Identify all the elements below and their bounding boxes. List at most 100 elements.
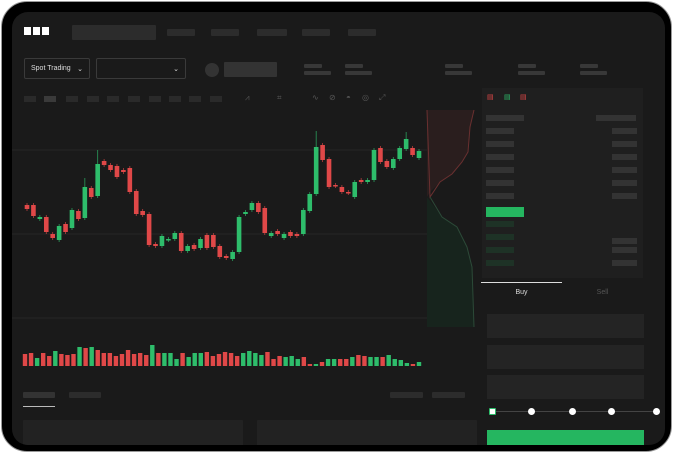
candle-body: [121, 170, 126, 172]
view-asks-icon[interactable]: ▤: [520, 94, 527, 101]
timeframe-button[interactable]: [66, 96, 78, 102]
candle-body: [243, 212, 248, 214]
logo-block: [42, 27, 49, 35]
candle-body: [198, 239, 203, 248]
pair-select[interactable]: ⌄: [96, 58, 186, 79]
view-bids-icon[interactable]: ▤: [504, 94, 511, 101]
fullscreen-icon[interactable]: ⤢: [379, 93, 386, 102]
nav-item[interactable]: [302, 29, 330, 36]
nav-item[interactable]: [348, 29, 376, 36]
volume-bar: [131, 354, 137, 366]
candle-body: [256, 203, 261, 212]
volume-bar: [374, 357, 379, 366]
volume-bar: [28, 353, 34, 366]
depth-bids-line: [429, 196, 475, 328]
buy-button[interactable]: [487, 430, 644, 445]
ask-amount: [612, 193, 637, 199]
nav-item[interactable]: [257, 29, 287, 36]
candle-body: [262, 208, 268, 233]
trade-tabs: Buy Sell: [481, 282, 643, 302]
amount-slider[interactable]: [489, 408, 660, 415]
active-tab-indicator: [481, 282, 562, 283]
amount-input[interactable]: [487, 345, 644, 369]
volume-bar: [325, 359, 331, 366]
slider-step[interactable]: [653, 408, 660, 415]
timeframe-button[interactable]: [189, 96, 201, 102]
ask-price: [486, 167, 514, 173]
tab-open-orders[interactable]: [23, 392, 55, 398]
candle-body: [288, 232, 293, 236]
candle-body: [230, 252, 235, 259]
filter-button[interactable]: [432, 392, 465, 398]
timeframe-button[interactable]: [24, 96, 36, 102]
candle-body: [403, 139, 409, 149]
candle-body: [236, 217, 242, 252]
bid-price: [486, 221, 514, 227]
timeframe-button[interactable]: [149, 96, 161, 102]
candle-body: [50, 234, 56, 238]
okx-logo[interactable]: [24, 27, 49, 35]
volume-bar: [198, 353, 203, 366]
view-both-icon[interactable]: ▤: [487, 94, 494, 101]
timeframe-button[interactable]: [44, 96, 56, 102]
candle-body: [185, 246, 190, 251]
slider-handle[interactable]: [489, 408, 496, 415]
stat-value: [580, 71, 607, 75]
camera-icon[interactable]: ◓: [346, 93, 351, 102]
ask-amount: [612, 141, 637, 147]
candle-body: [275, 231, 280, 234]
tab-sell[interactable]: Sell: [596, 289, 609, 296]
slider-step[interactable]: [608, 408, 615, 415]
tab-buy[interactable]: Buy: [515, 289, 528, 296]
indicator-icon[interactable]: ⩘: [245, 93, 250, 102]
candle-body: [294, 234, 300, 236]
line-icon[interactable]: ∿: [312, 93, 319, 102]
candle-body: [56, 226, 62, 240]
timeframe-button[interactable]: [128, 96, 140, 102]
ask-amount: [612, 180, 637, 186]
draw-icon[interactable]: ⊘: [329, 93, 336, 102]
nav-item[interactable]: [167, 29, 195, 36]
timeframe-button[interactable]: [87, 96, 99, 102]
logo-block: [24, 27, 31, 35]
price-input[interactable]: [487, 314, 644, 338]
candle-body: [410, 148, 415, 155]
candle-body: [178, 233, 184, 251]
tab-history[interactable]: [69, 392, 101, 398]
candle-body: [416, 151, 422, 158]
chart-type-icon[interactable]: ⌗: [277, 93, 282, 102]
candle-body: [371, 150, 377, 180]
candle-body: [108, 165, 113, 170]
volume-bar: [253, 353, 258, 366]
candle-body: [101, 161, 107, 165]
nav-item[interactable]: [211, 29, 239, 36]
last-price: [486, 207, 524, 217]
filter-button[interactable]: [390, 392, 423, 398]
settings-icon[interactable]: ◎: [362, 93, 369, 102]
bid-amount: [612, 260, 637, 266]
candle-body: [320, 145, 325, 160]
timeframe-button[interactable]: [169, 96, 181, 102]
candle-body: [223, 256, 229, 258]
market-select[interactable]: Spot Trading ⌄: [24, 58, 90, 79]
volume-bar: [331, 359, 337, 366]
candle-body: [268, 233, 274, 236]
candle-body: [326, 159, 332, 187]
timeframe-button[interactable]: [210, 96, 222, 102]
timeframe-button[interactable]: [107, 96, 119, 102]
candle-body: [43, 217, 49, 232]
app-screen: Spot Trading ⌄ ⌄ ⩘ ⌗ ∿ ⊘ ◓ ◎ ⤢ ▤ ▤ ▤ Buy …: [12, 12, 665, 445]
candle-body: [82, 187, 88, 218]
price-chart[interactable]: [12, 12, 482, 392]
search-bar[interactable]: [72, 25, 156, 40]
slider-step[interactable]: [569, 408, 576, 415]
candle-body: [313, 147, 319, 194]
volume-bar: [410, 364, 416, 366]
slider-step[interactable]: [528, 408, 535, 415]
total-input[interactable]: [487, 375, 644, 399]
candle-body: [384, 161, 390, 167]
bottom-panel: [257, 420, 477, 445]
candle-body: [63, 224, 68, 232]
stat-value: [445, 71, 472, 75]
volume-bar: [107, 353, 113, 366]
